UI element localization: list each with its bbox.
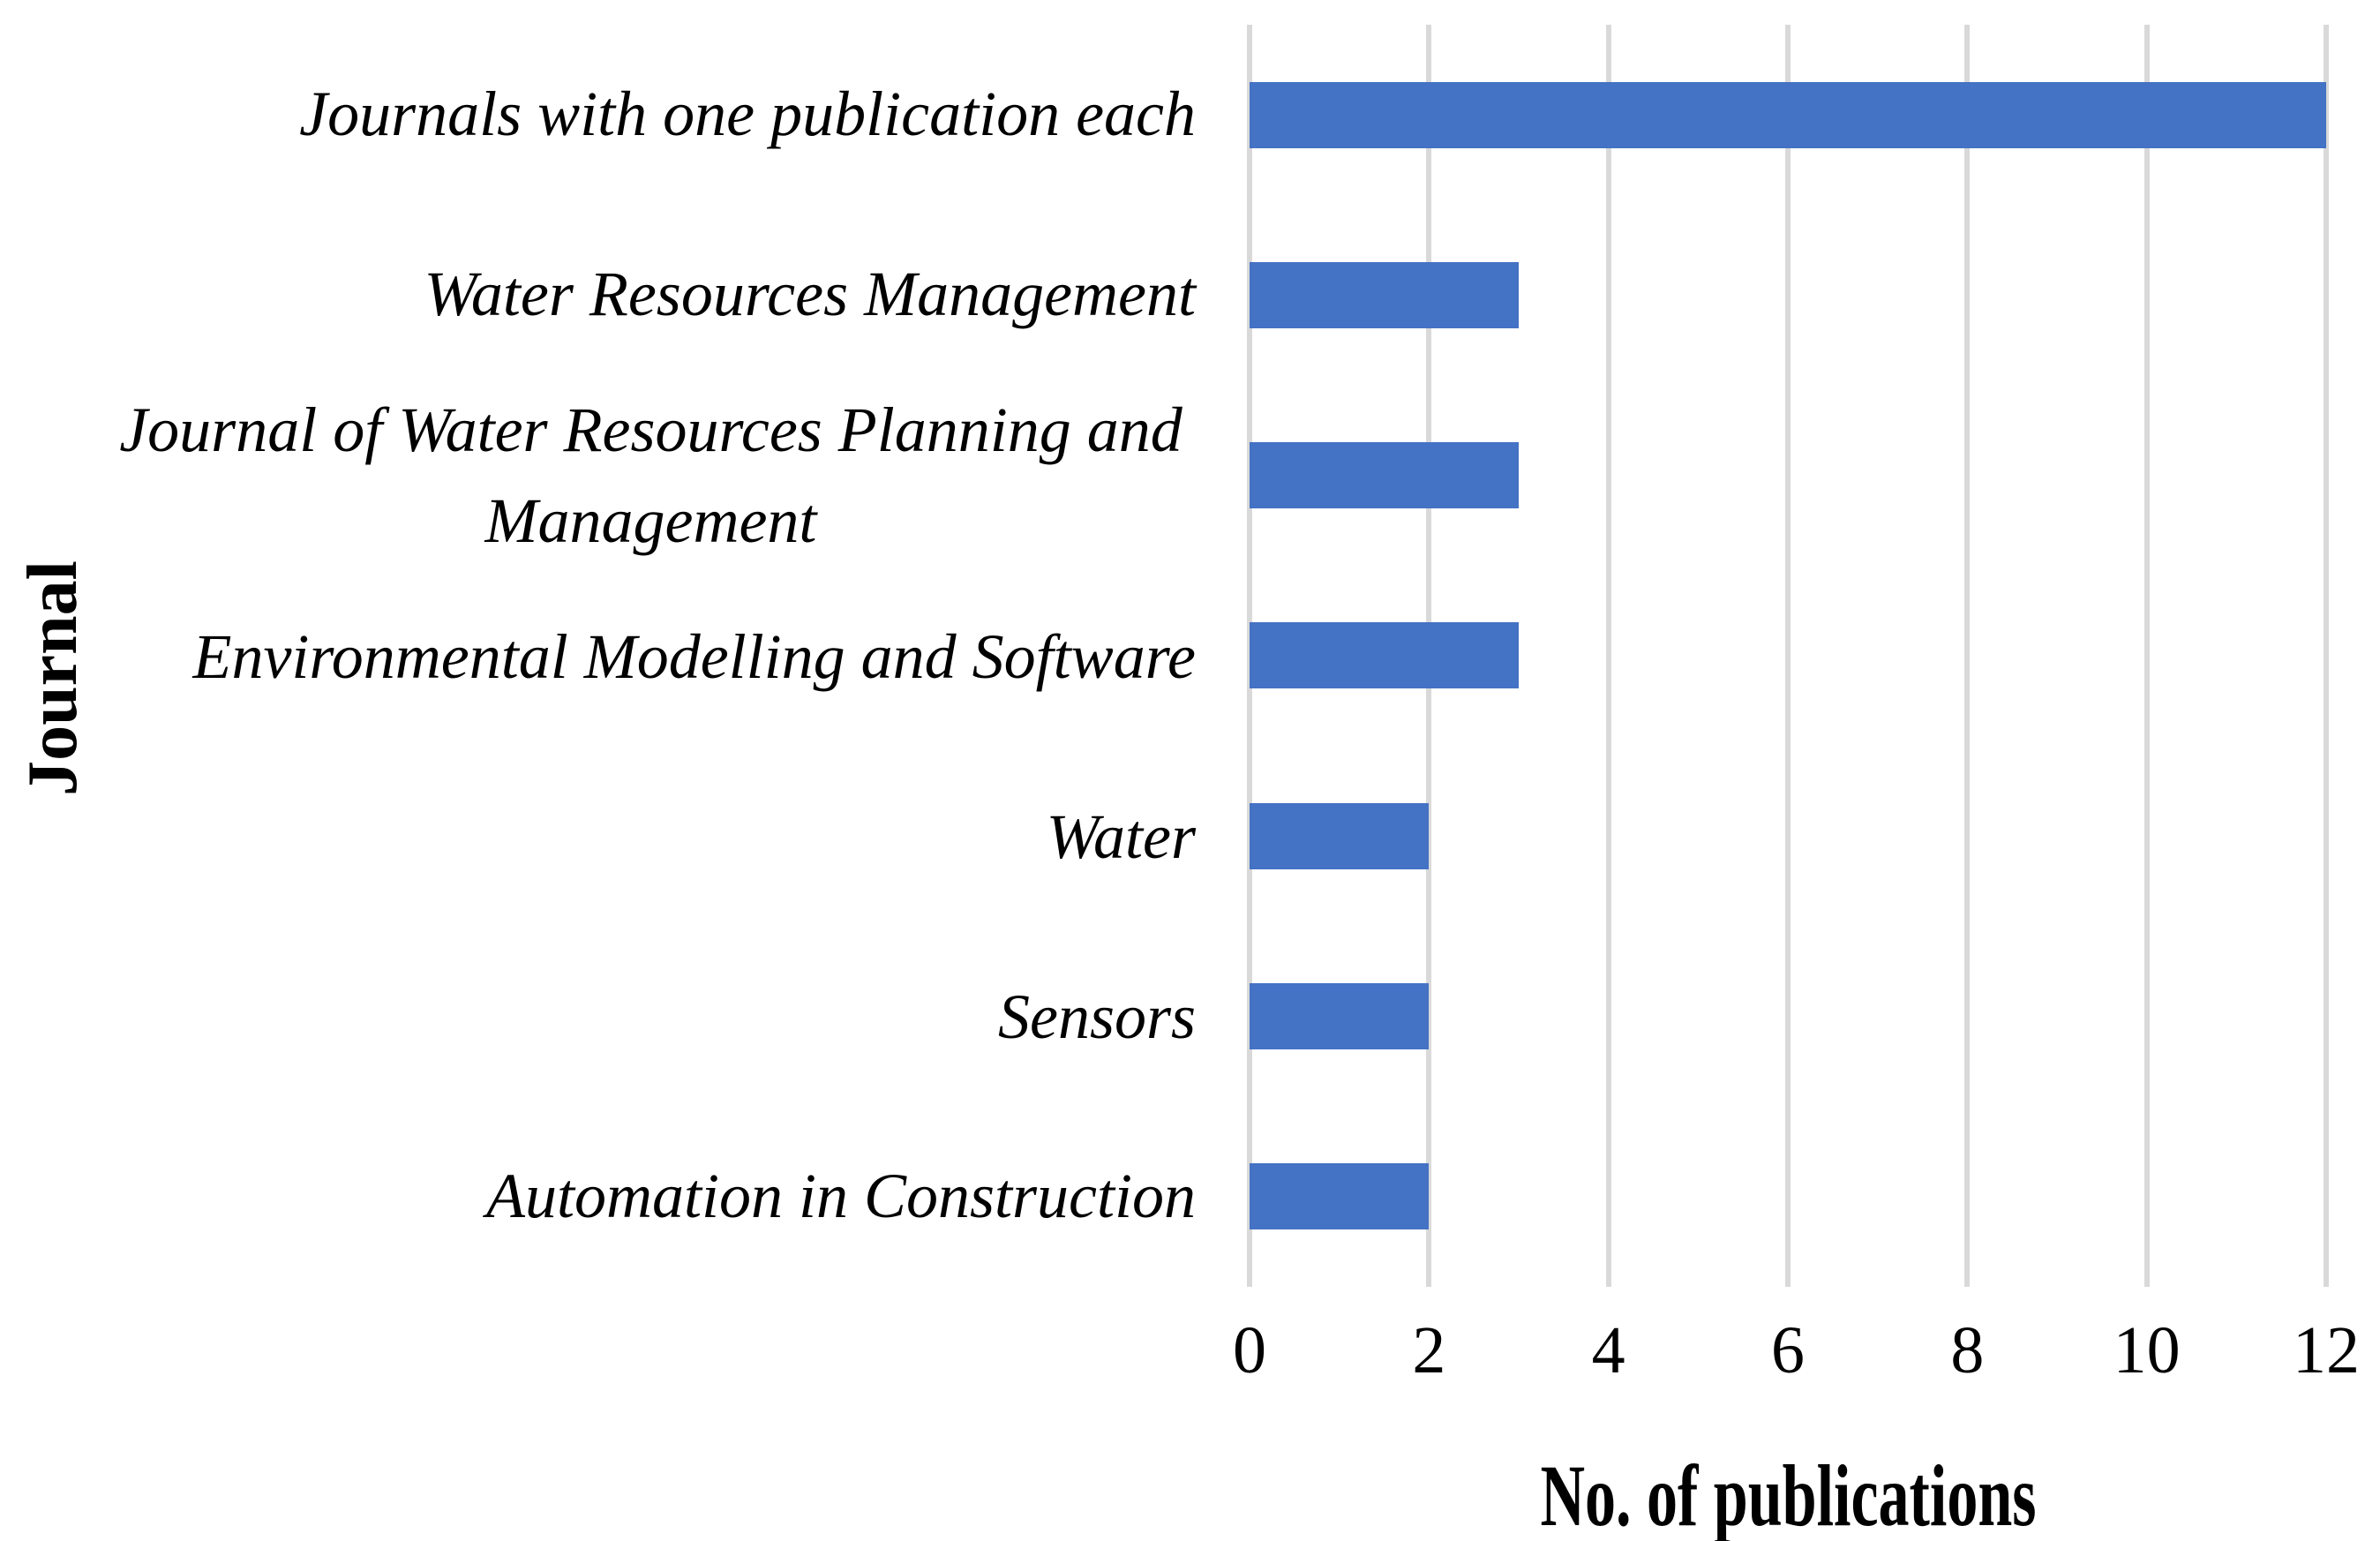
bar-row bbox=[1250, 746, 2326, 926]
category-label: Automation in Construction bbox=[485, 1161, 1196, 1232]
category-label-row: Environmental Modelling and Software bbox=[106, 568, 1196, 748]
category-label-row: Journals with one publication each bbox=[106, 25, 1196, 205]
bar bbox=[1250, 442, 1519, 509]
bar bbox=[1250, 983, 1430, 1050]
x-tick-label: 2 bbox=[1412, 1313, 1446, 1387]
y-axis-title: Journal bbox=[0, 47, 106, 1309]
x-tick-label: 12 bbox=[2293, 1313, 2360, 1387]
category-label: Sensors bbox=[997, 981, 1196, 1052]
category-label-row: Automation in Construction bbox=[106, 1107, 1196, 1287]
bar bbox=[1250, 802, 1430, 869]
x-tick-label: 0 bbox=[1233, 1313, 1266, 1387]
category-label: Environmental Modelling and Software bbox=[192, 620, 1196, 692]
category-label-row: Journal of Water Resources Planning and … bbox=[106, 385, 1196, 568]
x-axis-tick-labels: 0 2 4 6 8 10 12 bbox=[1233, 1313, 2360, 1396]
category-label: Journal of Water Resources Planning and … bbox=[119, 394, 1182, 557]
category-label: Water Resources Management bbox=[424, 258, 1196, 329]
bar-row bbox=[1250, 386, 2326, 566]
x-tick-label: 6 bbox=[1771, 1313, 1805, 1387]
bar-row bbox=[1250, 1107, 2326, 1287]
category-label: Journals with one publication each bbox=[299, 79, 1196, 150]
vertical-gridline bbox=[1964, 25, 1971, 1287]
x-tick-label: 8 bbox=[1950, 1313, 1985, 1387]
x-axis-title-text: No. of publications bbox=[1539, 1447, 2037, 1541]
plot-area bbox=[1247, 25, 2329, 1287]
category-label: Water bbox=[1046, 801, 1196, 872]
bar bbox=[1250, 81, 2326, 148]
vertical-gridline bbox=[1605, 25, 1611, 1287]
bar bbox=[1250, 261, 1519, 328]
category-label-row: Water bbox=[106, 748, 1196, 928]
bar-series bbox=[1250, 25, 2326, 1287]
bar bbox=[1250, 1163, 1430, 1230]
vertical-gridline bbox=[2324, 25, 2329, 1287]
y-axis-title-text: Journal bbox=[13, 560, 92, 796]
vertical-gridline bbox=[2144, 25, 2150, 1287]
category-label-row: Water Resources Management bbox=[106, 205, 1196, 385]
x-tick-label: 10 bbox=[2113, 1313, 2181, 1387]
x-axis-title: No. of publications bbox=[1250, 1452, 2326, 1540]
bar-row bbox=[1250, 566, 2326, 746]
bar-row bbox=[1250, 926, 2326, 1106]
vertical-gridline bbox=[1785, 25, 1791, 1287]
bar-row bbox=[1250, 25, 2326, 205]
bar-row bbox=[1250, 205, 2326, 385]
bar bbox=[1250, 622, 1519, 689]
category-label-row: Sensors bbox=[106, 927, 1196, 1107]
category-axis-labels: Journals with one publication each Water … bbox=[106, 25, 1196, 1287]
x-tick-label: 4 bbox=[1591, 1313, 1625, 1387]
